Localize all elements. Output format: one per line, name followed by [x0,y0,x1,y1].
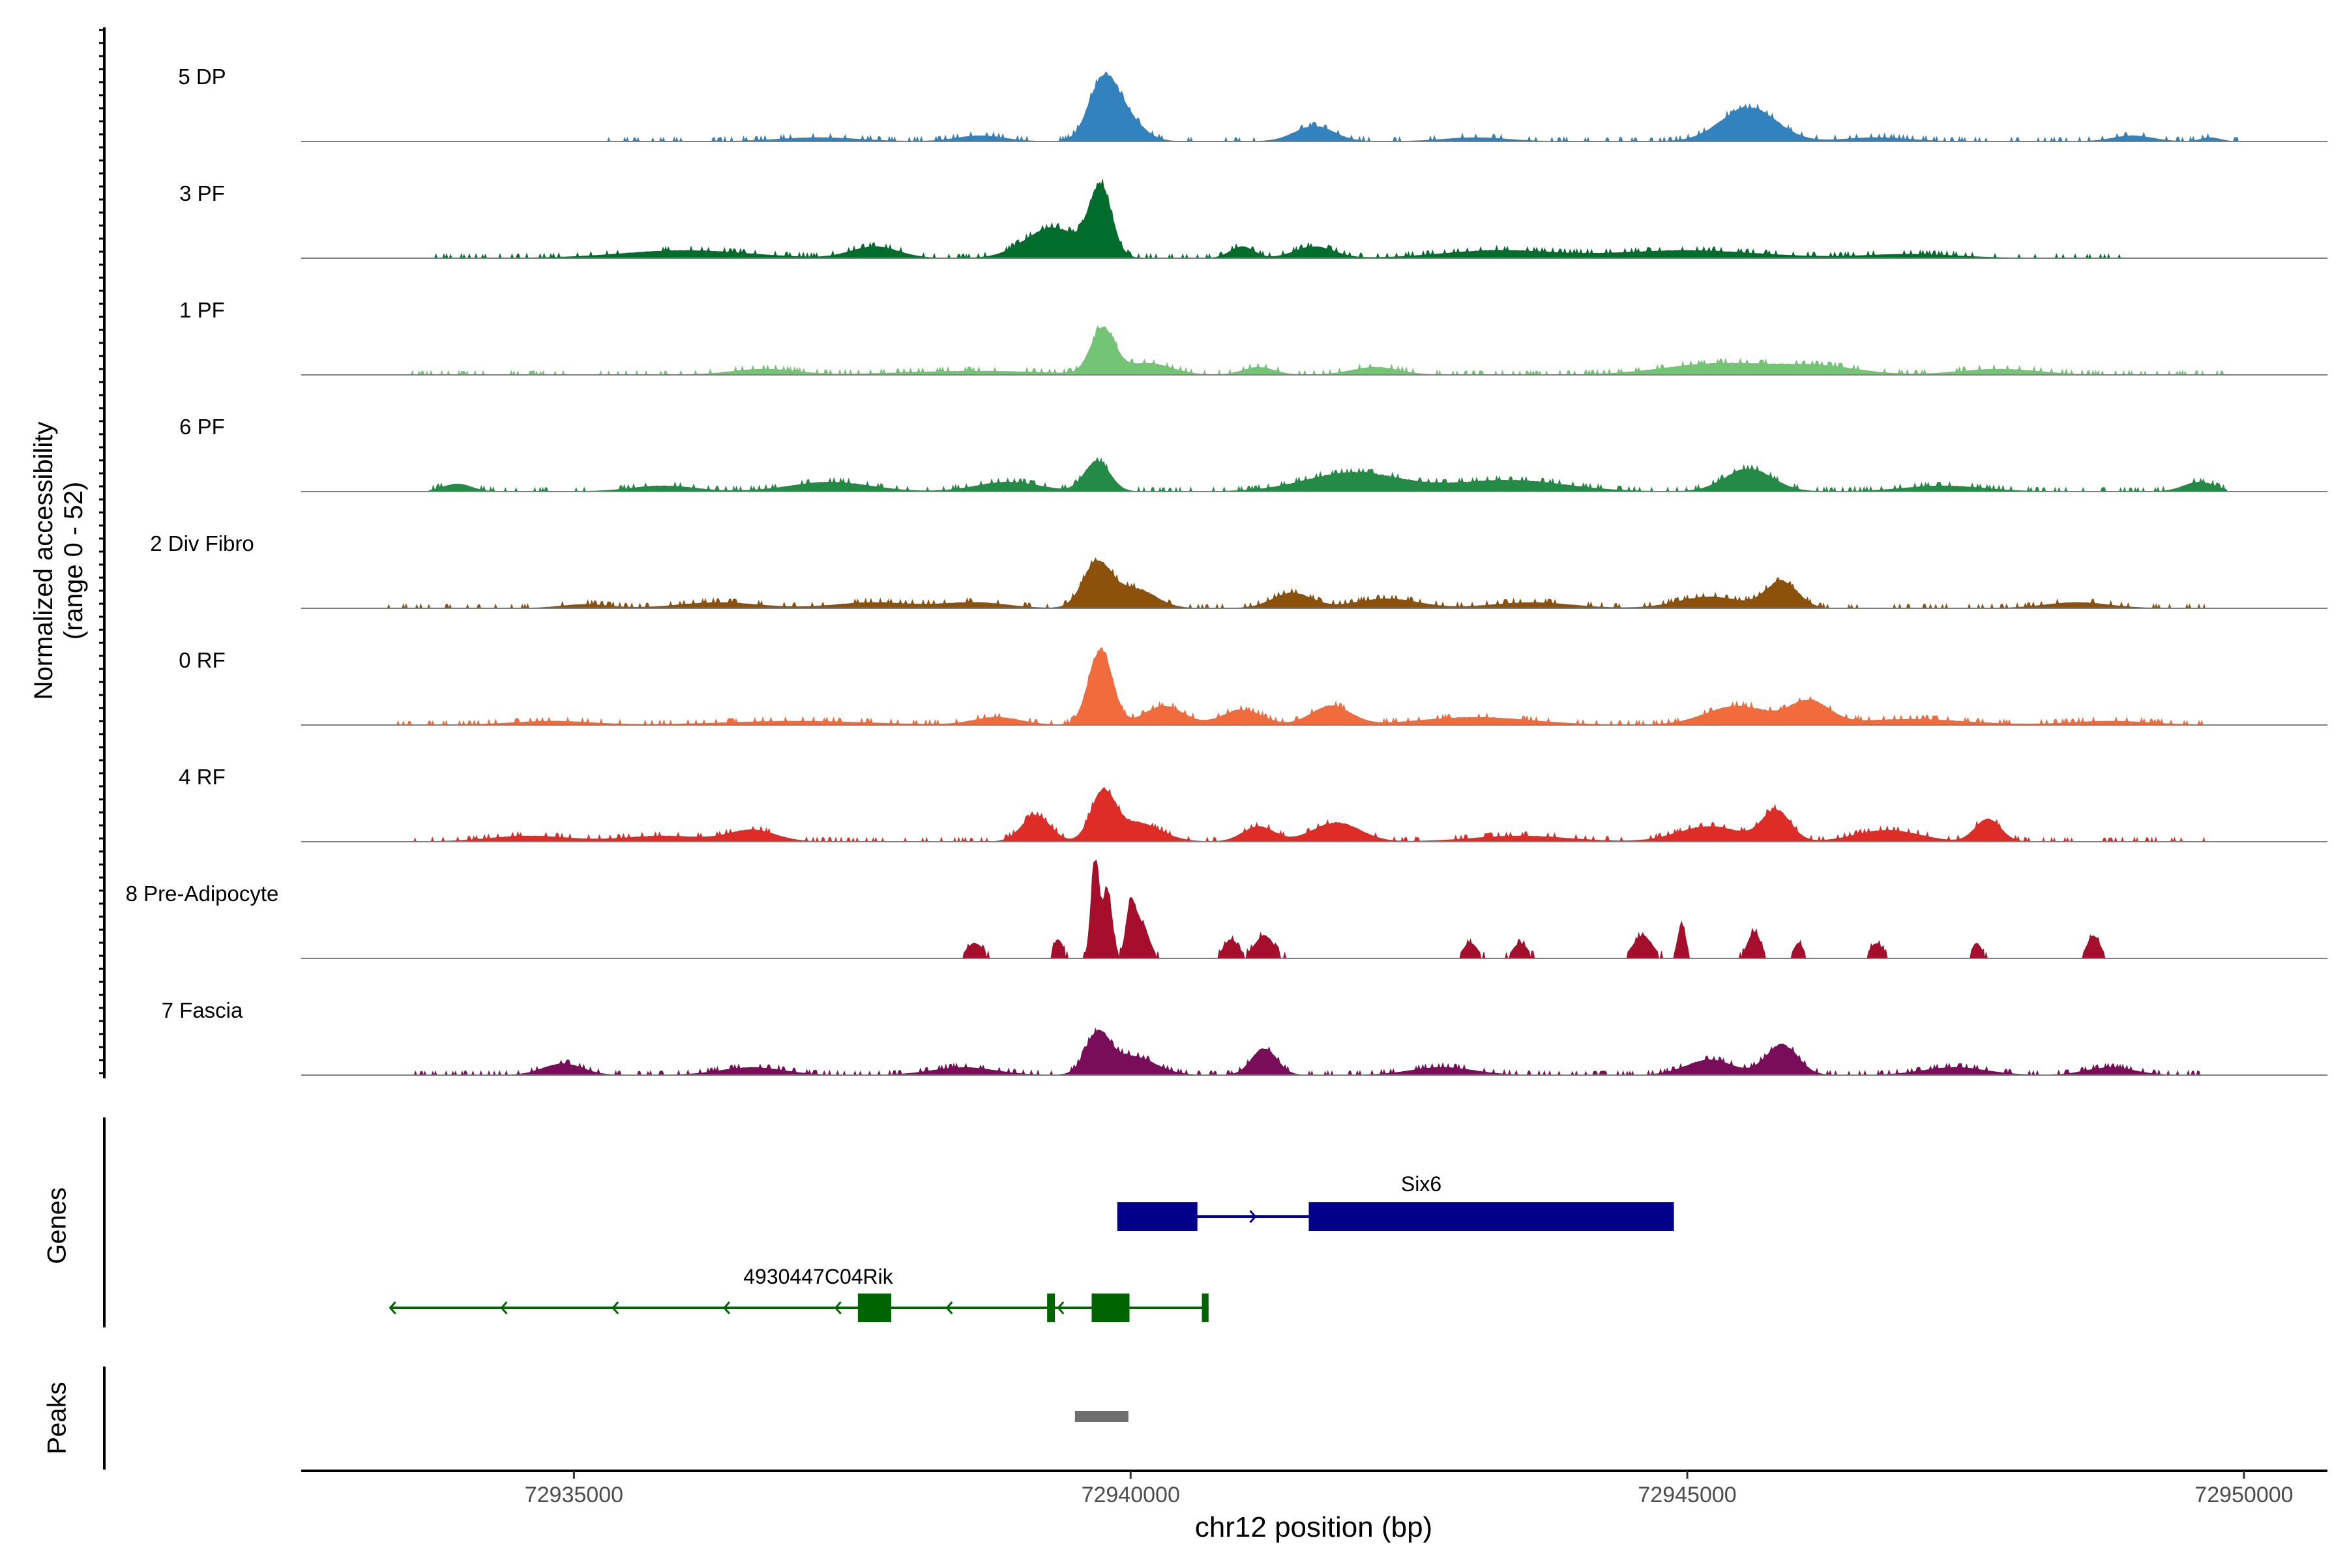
track-label: 5 DP [178,65,226,89]
gene-exon [1202,1294,1209,1322]
strand-arrow-icon [945,1301,953,1314]
gene-exon [857,1294,892,1322]
peaks-panel-title: Peaks [42,1382,72,1455]
track-label: 7 Fascia [161,998,243,1022]
coverage-8-pre-adipocyte [941,859,2122,959]
x-tick-label: 72940000 [1081,1483,1180,1507]
coverage-3-pf [429,179,2122,259]
track-label: 2 Div Fibro [150,531,254,555]
coverage-7-fascia [385,1028,2206,1076]
x-tick-label: 72950000 [2194,1483,2294,1507]
strand-arrow-icon [1249,1210,1257,1223]
track-label: 6 PF [179,415,225,439]
coverage-4-rf [406,787,2206,843]
gene-exon [1091,1294,1130,1322]
coverage-6-pf [428,456,2228,493]
gene-label: Six6 [1400,1172,1442,1196]
coverage-2-div-fibro [385,557,2206,610]
strand-arrow-icon [500,1301,508,1314]
genes-panel-title: Genes [42,1187,72,1264]
track-label: 0 RF [179,648,226,672]
strand-arrow-icon [612,1301,619,1314]
strand-arrow-icon [834,1301,842,1314]
peak-region [1074,1411,1129,1422]
coverage-0-rf [385,647,2206,726]
track-label: 8 Pre-Adipocyte [125,881,279,906]
gene-label: 4930447C04Rik [743,1265,893,1288]
x-tick-label: 72935000 [524,1483,624,1507]
coverage-1-pf [407,325,2228,376]
strand-arrow-icon [1057,1301,1065,1314]
strand-arrow-icon [722,1301,731,1314]
gene-exon [1117,1202,1198,1231]
coverage-5-dp [606,71,2239,143]
track-label: 3 PF [179,181,225,205]
y-axis-title-line-1: Normalized accessibility [29,421,58,700]
strand-arrow-icon [389,1301,396,1314]
x-axis-title: chr12 position (bp) [1194,1511,1433,1543]
x-tick-label: 72945000 [1638,1483,1737,1507]
gene-exon [1047,1294,1055,1322]
track-label: 4 RF [179,765,226,789]
track-label: 1 PF [179,298,225,322]
gene-exon [1308,1202,1674,1231]
